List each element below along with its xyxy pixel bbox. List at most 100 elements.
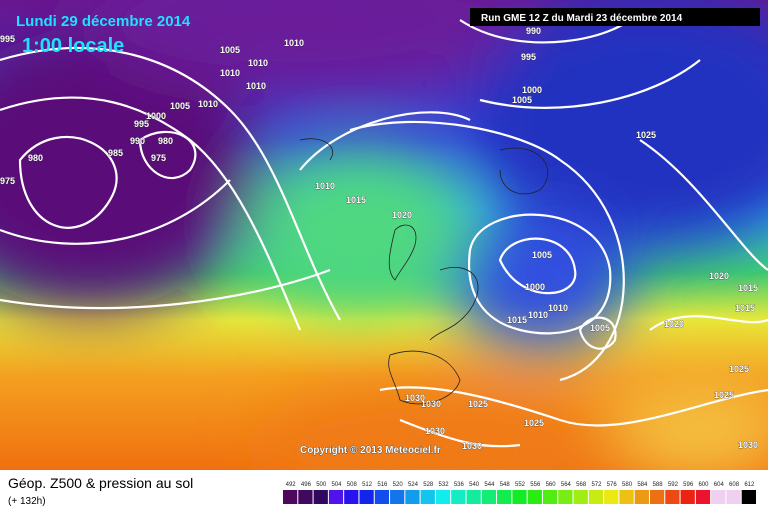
colorbar-cell (512, 490, 527, 504)
colorbar-label: 500 (316, 482, 327, 488)
colorbar-label: 516 (377, 482, 388, 488)
isobar-label: 990 (526, 26, 541, 36)
isobar-label: 975 (0, 176, 15, 186)
colorbar-label: 600 (698, 482, 709, 488)
colorbar-cell (466, 490, 481, 504)
colorbar-label: 540 (469, 482, 480, 488)
isobar-label: 1010 (198, 99, 218, 109)
colorbar-label: 564 (561, 482, 572, 488)
isobar-label: 995 (521, 52, 536, 62)
colorbar-label: 492 (286, 482, 297, 488)
isobar-label: 1030 (405, 393, 425, 403)
colorbar-label: 528 (423, 482, 434, 488)
colorbar-cell (283, 490, 298, 504)
colorbar-label: 612 (744, 482, 755, 488)
colorbar: 492 496 500 504 508 512 516 520 524 528 532 536 540 5… (283, 482, 756, 504)
colorbar-cell (711, 490, 726, 504)
isobar-label: 1020 (709, 271, 729, 281)
colorbar-label: 588 (653, 482, 664, 488)
colorbar-label: 544 (484, 482, 495, 488)
colorbar-label: 512 (362, 482, 373, 488)
isobar-label: 1010 (246, 81, 266, 91)
isobar-label: 1015 (738, 283, 758, 293)
footer-title: Géop. Z500 & pression au sol (8, 475, 193, 491)
isobar-label: 1020 (664, 319, 684, 329)
isobar-label: 1010 (548, 303, 568, 313)
colorbar-label: 604 (714, 482, 725, 488)
colorbar-cell (374, 490, 390, 504)
isobar-label: 1025 (729, 364, 749, 374)
forecast-date: Lundi 29 décembre 2014 (16, 13, 191, 30)
colorbar-label: 556 (530, 482, 541, 488)
colorbar-cell (542, 490, 558, 504)
colorbar-cell (619, 490, 634, 504)
colorbar-cell (497, 490, 512, 504)
isobar-label: 1010 (284, 38, 304, 48)
colorbar-cell (573, 490, 588, 504)
colorbar-cell (604, 490, 619, 504)
colorbar-cell (481, 490, 497, 504)
colorbar-cell (527, 490, 542, 504)
isobar-label: 995 (0, 34, 15, 44)
colorbar-cell (726, 490, 741, 504)
colorbar-label: 572 (591, 482, 602, 488)
colorbar-label: 524 (408, 482, 419, 488)
colorbar-cell (298, 490, 313, 504)
isobar-label: 975 (151, 153, 166, 163)
isobar-label: 1005 (170, 101, 190, 111)
isobar-label: 1000 (525, 282, 545, 292)
isobar-label: 1030 (425, 426, 445, 436)
colorbar-cell (344, 490, 359, 504)
colorbar-cell (588, 490, 604, 504)
isobar-label: 1005 (532, 250, 552, 260)
colorbar-cell (634, 490, 649, 504)
copyright: Copyright © 2013 Meteociel.fr (300, 445, 441, 456)
isobar-label: 1010 (315, 181, 335, 191)
colorbar-cell (558, 490, 573, 504)
colorbar-label: 584 (637, 482, 648, 488)
colorbar-label: 504 (332, 482, 343, 488)
isobar-label: 1010 (220, 68, 240, 78)
isobar-label: 980 (158, 136, 173, 146)
colorbar-label: 552 (515, 482, 526, 488)
colorbar-cell (741, 490, 756, 504)
isobar-label: 980 (28, 153, 43, 163)
isobar-label: 995 (134, 119, 149, 129)
colorbar-cell (649, 490, 665, 504)
colorbar-cell (451, 490, 466, 504)
run-info: Run GME 12 Z du Mardi 23 décembre 2014 (481, 13, 683, 24)
isobar-label: 1030 (421, 399, 441, 409)
colorbar-label: 536 (454, 482, 465, 488)
isobar-label: 1030 (462, 441, 482, 451)
colorbar-cell (328, 490, 344, 504)
isobar-label: 1025 (524, 418, 544, 428)
colorbar-cell (313, 490, 328, 504)
colorbar-label: 576 (607, 482, 618, 488)
colorbar-cell (680, 490, 695, 504)
colorbar-label: 592 (668, 482, 679, 488)
colorbar-cell (390, 490, 405, 504)
colorbar-cell (665, 490, 680, 504)
colorbar-label: 532 (439, 482, 450, 488)
colorbar-label: 520 (393, 482, 404, 488)
colorbar-label: 580 (622, 482, 633, 488)
isobar-label: 1015 (346, 195, 366, 205)
isobar-label: 990 (130, 136, 145, 146)
isobar-label: 985 (108, 148, 123, 158)
colorbar-label: 548 (500, 482, 511, 488)
colorbar-cell (435, 490, 451, 504)
isobar-label: 1020 (392, 210, 412, 220)
isobar-label: 1000 (522, 85, 542, 95)
isobar-label: 1005 (512, 95, 532, 105)
forecast-time: 1:00 locale (22, 35, 124, 57)
isobar-label: 1000 (146, 111, 166, 121)
colorbar-label: 508 (347, 482, 358, 488)
colorbar-label: 596 (683, 482, 694, 488)
colorbar-cell (359, 490, 374, 504)
colorbar-cell (405, 490, 420, 504)
colorbar-label: 560 (546, 482, 557, 488)
isobar-label: 1030 (738, 440, 758, 450)
colorbar-label: 496 (301, 482, 312, 488)
